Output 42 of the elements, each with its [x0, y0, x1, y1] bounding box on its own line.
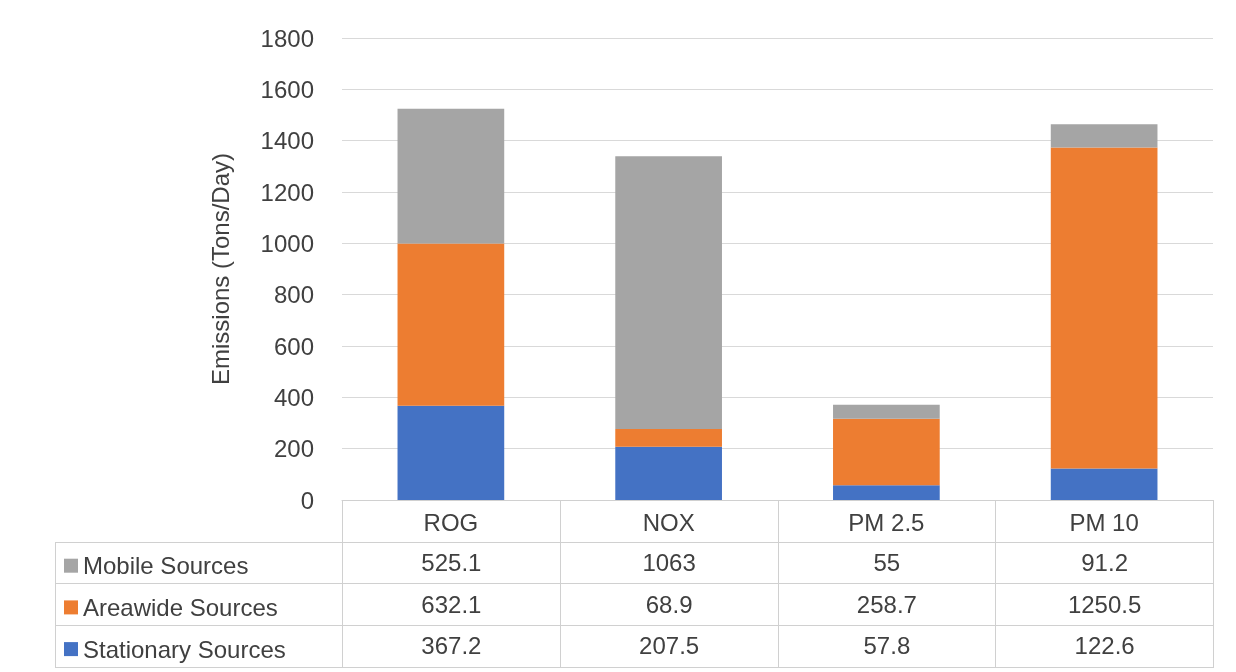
y-tick-label: 1400: [260, 127, 314, 155]
y-tick-label: 200: [273, 435, 314, 463]
legend-label: Stationary Sources: [83, 635, 286, 663]
data-label: 525.1: [342, 541, 561, 585]
bar: [1050, 468, 1158, 500]
bar: [833, 404, 940, 419]
bar: [397, 405, 505, 500]
y-tick-label: 600: [273, 332, 314, 360]
data-label: 55: [777, 541, 997, 585]
data-label: 367.2: [342, 625, 561, 668]
y-tick-label: 800: [273, 281, 314, 309]
data-label: 207.5: [559, 625, 779, 668]
legend-label: Mobile Sources: [83, 552, 249, 580]
y-tick-label: 1600: [260, 75, 314, 103]
bar: [397, 243, 505, 406]
bar: [833, 418, 940, 486]
x-tick-label: PM 10: [1069, 508, 1139, 536]
x-tick-label: NOX: [642, 508, 695, 536]
x-tick-label: PM 2.5: [848, 508, 925, 536]
y-tick-label: 0: [300, 486, 314, 514]
bar: [615, 156, 722, 430]
data-label: 1250.5: [995, 583, 1214, 627]
y-tick-label: 1200: [260, 178, 314, 206]
data-label: 632.1: [342, 583, 561, 627]
y-tick-label: 1800: [260, 24, 314, 52]
data-label: 258.7: [777, 583, 997, 627]
y-tick-label: 400: [273, 383, 314, 411]
y-tick-label: 1000: [260, 229, 314, 257]
bar: [615, 446, 722, 500]
x-tick-label: ROG: [423, 508, 479, 536]
data-label: 122.6: [995, 625, 1214, 668]
legend-label: Areawide Sources: [83, 593, 278, 621]
data-label: 57.8: [777, 625, 997, 668]
data-label: 1063: [559, 541, 779, 585]
bar: [615, 429, 722, 447]
data-label: 68.9: [559, 583, 779, 627]
y-axis-title: Emissions (Tons/Day): [206, 152, 234, 386]
bar: [1050, 124, 1158, 148]
data-label: 91.2: [995, 541, 1214, 585]
bar: [397, 108, 505, 244]
bar: [1050, 147, 1158, 469]
bar: [833, 485, 940, 500]
